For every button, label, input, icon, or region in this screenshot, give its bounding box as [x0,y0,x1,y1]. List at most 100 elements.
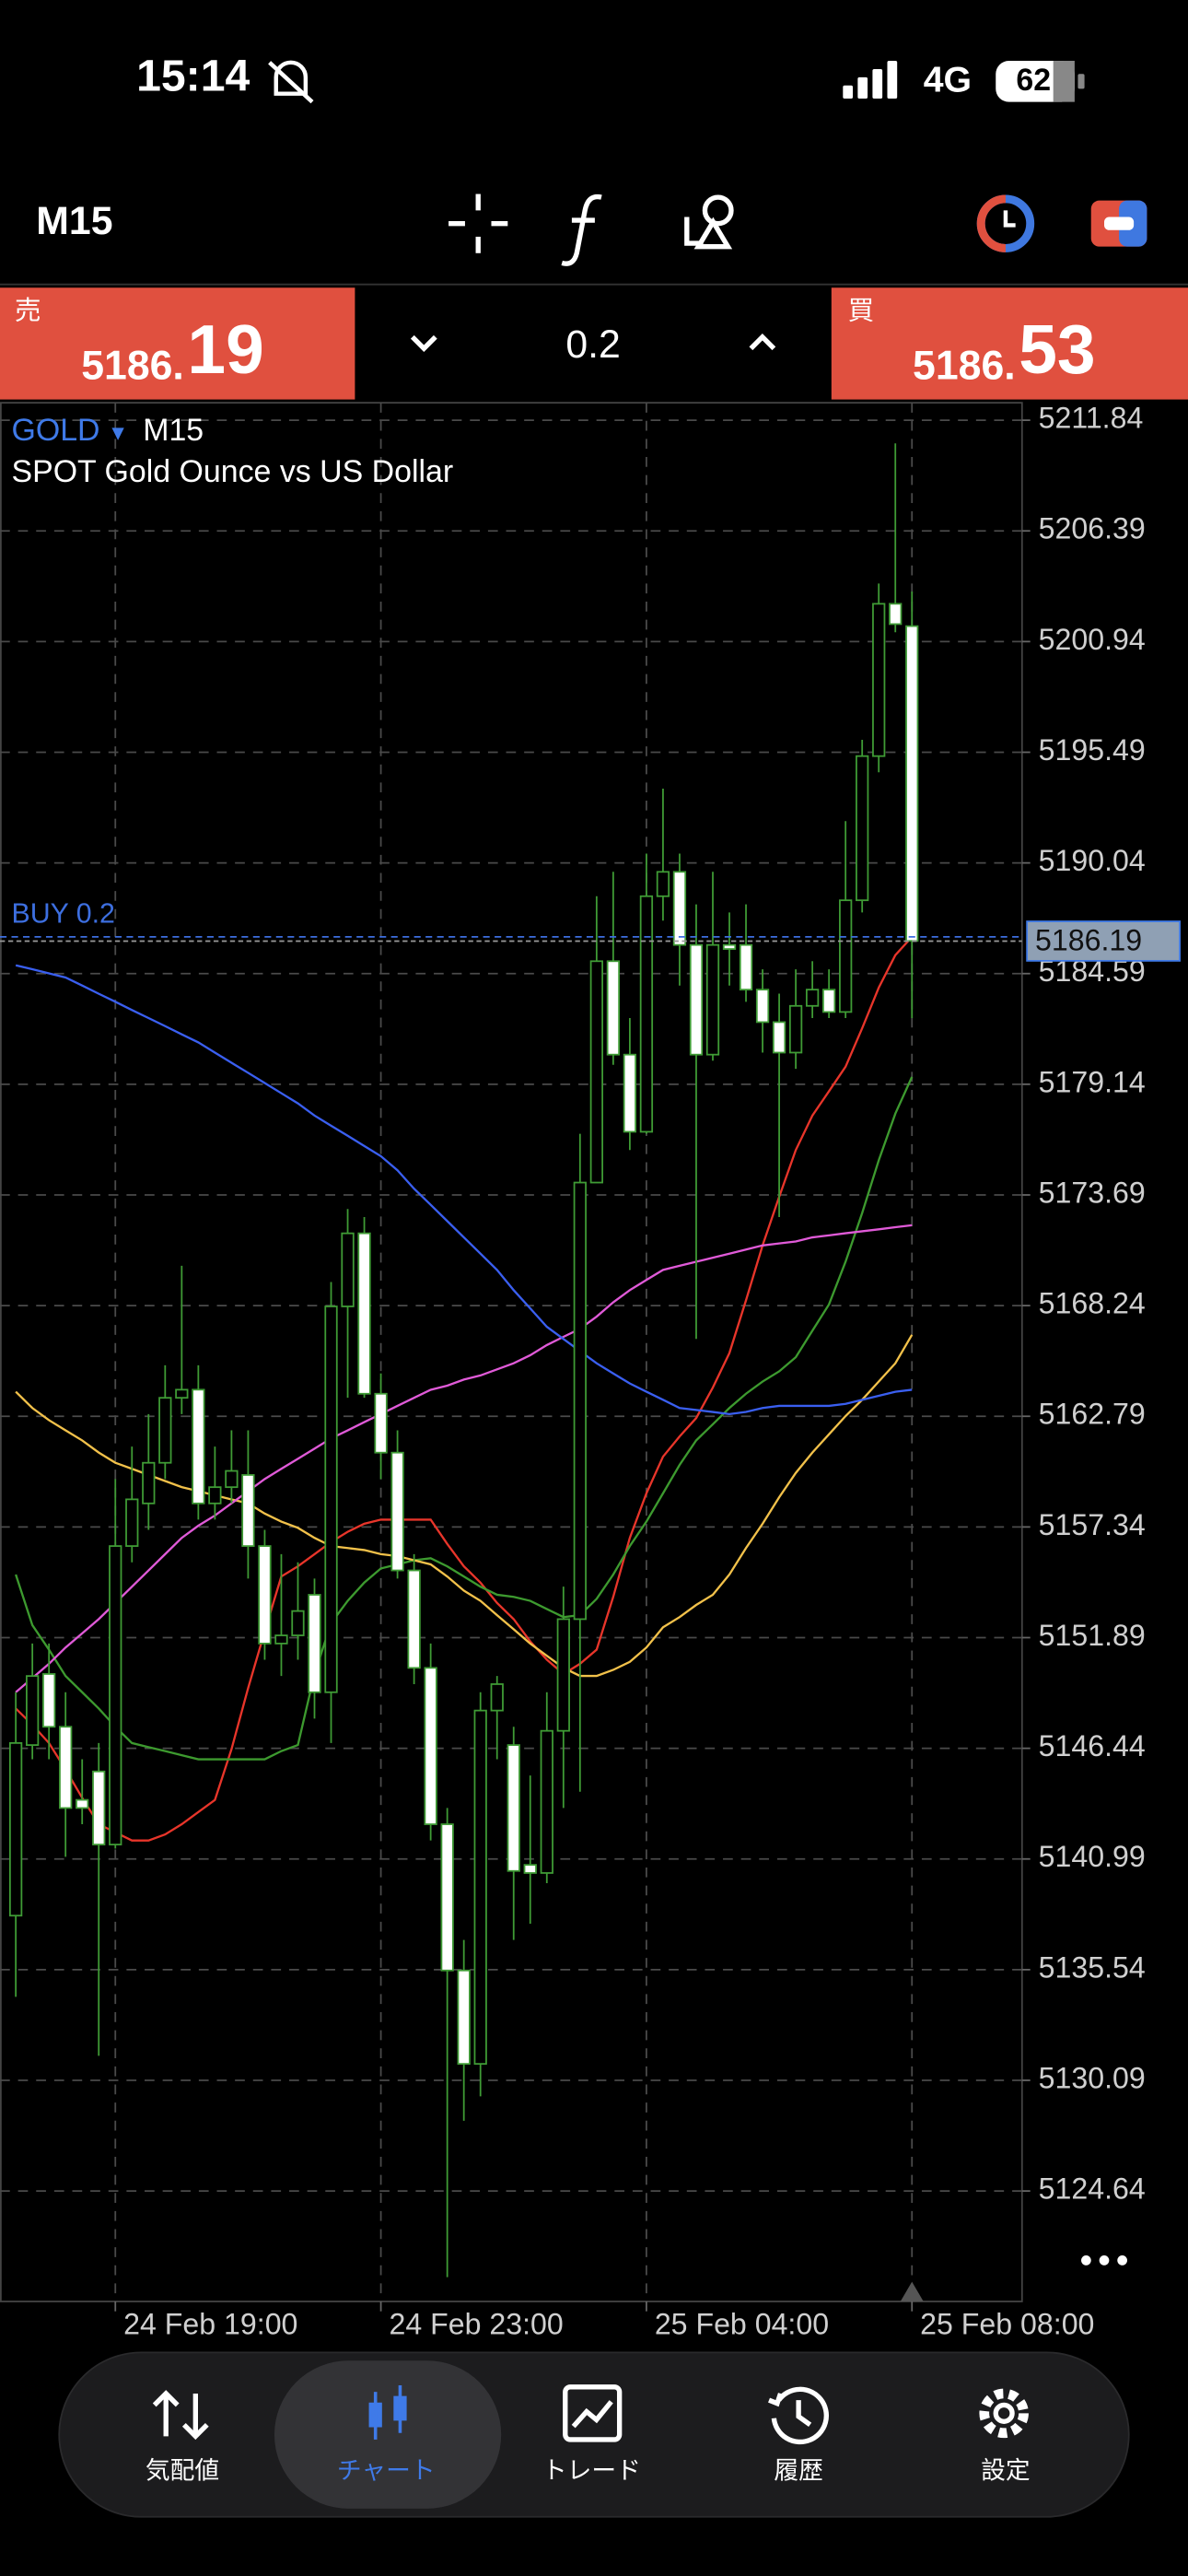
candle-body [623,1053,637,1133]
battery-empty [1053,61,1075,102]
account-button[interactable] [976,194,1035,252]
volume-up[interactable] [749,333,776,351]
y-tick-label: 5211.84 [1039,402,1144,435]
sell-button[interactable]: 売 5186. 19 [0,287,355,400]
candle-body [258,1545,272,1645]
y-tick-label: 5206.39 [1039,512,1146,545]
candle-body [175,1388,189,1399]
nav-item[interactable]: トレード [542,2457,641,2485]
candle-body [523,1864,537,1874]
candle-body [208,1486,222,1505]
candle-body [905,625,919,943]
candle-body [142,1461,156,1505]
candle-body [705,943,720,1056]
candle-body [407,1569,421,1669]
candle-body [440,1823,454,1972]
candle-body [556,1618,570,1732]
volume[interactable]: 0.2 [565,322,621,367]
y-tick-label: 5200.94 [1039,623,1146,656]
candle-body [656,871,670,897]
buy-price-main: 5186. [913,343,1016,388]
buy-panel[interactable] [831,287,1188,400]
toolbar: M15 [36,193,1147,266]
overlay: BUY 0.2 [0,899,1022,943]
x-tick-label: 25 Feb 08:00 [920,2307,1094,2340]
settings-icon [979,2388,1029,2439]
candle-body [473,1709,487,2066]
volume-down[interactable] [410,334,437,353]
sell-label: 売 [15,297,41,326]
clock: 15:14 [136,51,250,100]
chart-timeframe: M15 [143,413,204,448]
symbol-marker: ▾ [111,418,124,446]
candle-body [672,871,687,946]
candle-body [639,895,654,1133]
sell-price-main: 5186. [81,343,184,388]
nav-selected [274,2360,502,2509]
trade-button[interactable] [1090,200,1147,247]
battery-cap [1077,74,1085,89]
candle-body [192,1388,205,1505]
candle-body [822,989,836,1013]
candle-body [722,943,737,950]
chart: BUY 0.2 5124.64 5130.09 5135.54 5140.99 5146… [0,402,1181,2340]
position-label: BUY 0.2 [11,899,114,930]
y-tick-label: 5157.34 [1039,1508,1146,1541]
crosshair-button[interactable] [448,193,508,253]
candle-body [26,1675,40,1746]
quotes-icon [152,2390,209,2441]
x-tick-label: 24 Feb 23:00 [390,2307,564,2340]
history-icon [768,2386,829,2445]
candle-body [158,1397,172,1464]
indicators-button[interactable] [561,193,602,266]
candle-body [125,1498,139,1547]
candle-body [589,960,603,1184]
indicators [15,936,914,1842]
y-tick-label: 5173.69 [1039,1176,1146,1209]
y-tick-label: 5124.64 [1039,2172,1146,2206]
y-tick-label: 5140.99 [1039,1840,1146,1873]
more-button[interactable] [1081,2255,1127,2266]
y-tick-label: 5162.79 [1039,1398,1146,1431]
candle-body [42,1673,56,1728]
timeframe-button[interactable]: M15 [36,199,112,243]
nav-item[interactable]: チャート [337,2457,436,2485]
buy-price-pips: 53 [1019,310,1095,388]
sell-panel[interactable] [0,287,355,400]
nav-item[interactable]: 設定 [981,2457,1031,2485]
candle-body [59,1726,73,1809]
status-bar: 15:14 4G 62 [136,51,1085,104]
moving-average [15,1334,914,1678]
objects-button[interactable] [684,194,734,250]
candle-body [274,1634,288,1645]
y-tick-label: 5135.54 [1039,1950,1146,1984]
candle-body [490,1683,504,1712]
candle-body [8,1741,23,1917]
candle-body [225,1469,239,1489]
nav-item[interactable]: 履歴 [774,2457,823,2485]
nav-bar [58,2351,1130,2518]
buy-button[interactable]: 買 5186. 53 [831,287,1188,400]
chart-frame [0,402,1023,2302]
y-tick-label: 5195.49 [1039,733,1146,767]
candle-body [457,1969,471,2066]
candle-body [324,1306,338,1693]
candle-body [889,603,903,626]
nav-item[interactable]: 気配値 [146,2457,219,2485]
symbol[interactable]: GOLD [11,413,99,448]
candle-body [507,1744,520,1872]
bid-tag [1026,920,1181,962]
candle-body [76,1798,89,1809]
bid-tag-label: 5186.19 [1035,924,1142,957]
chart-icon [368,2385,407,2440]
y-tick-label: 5179.14 [1039,1065,1146,1098]
candle-body [788,1004,803,1054]
sell-price-pips: 19 [187,310,263,388]
candle-body [341,1232,355,1307]
bottom-nav: 気配値 チャート トレード 履歴 設定 [58,2351,1130,2518]
symbol-description: SPOT Gold Ounce vs US Dollar [11,454,453,489]
candle-body [390,1451,404,1572]
